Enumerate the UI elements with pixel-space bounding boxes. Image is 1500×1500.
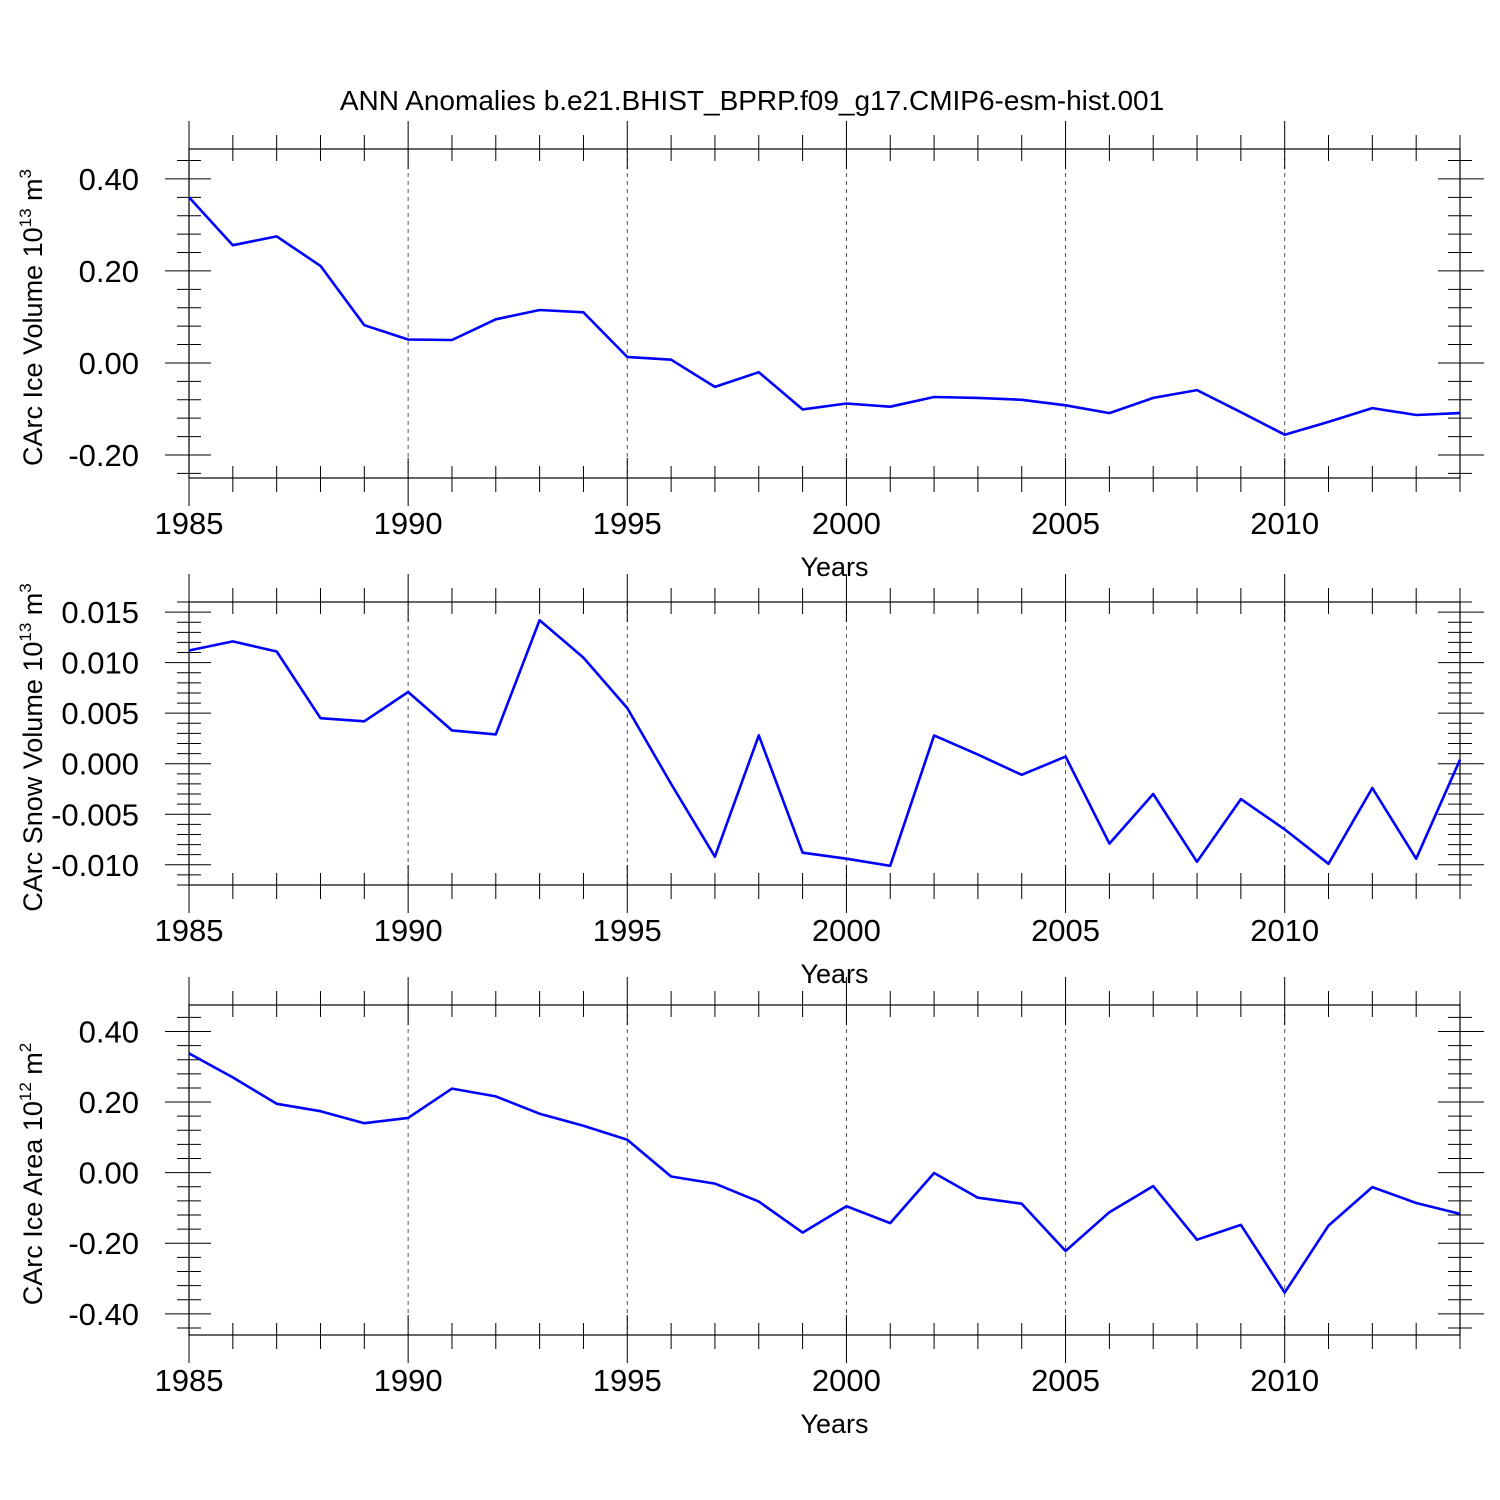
y-tick-label: 0.00 bbox=[79, 346, 139, 381]
x-tick-label: 1985 bbox=[155, 913, 224, 948]
y-tick-label: -0.20 bbox=[68, 438, 139, 473]
plot-frame bbox=[188, 601, 1461, 886]
data-line-series bbox=[188, 196, 1461, 437]
x-tick-label: 2005 bbox=[1031, 913, 1100, 948]
x-axis-label: Years bbox=[800, 959, 868, 989]
chart-panel-2: 0.015 0.010 0.005 0.000 -0.005 -0.010 1985 1990… bbox=[16, 574, 1484, 989]
x-tick-label: 2005 bbox=[1031, 1363, 1100, 1398]
data-line-series bbox=[188, 1052, 1461, 1294]
y-tick-label: 0.40 bbox=[79, 162, 139, 197]
figure-title: ANN Anomalies b.e21.BHIST_BPRP.f09_g17.C… bbox=[340, 85, 1164, 116]
x-tick-label: 2010 bbox=[1250, 913, 1319, 948]
y-axis-label: CArc Snow Volume 1013 m3 bbox=[16, 583, 48, 912]
x-tick-label: 2010 bbox=[1250, 1363, 1319, 1398]
y-tick-label: 0.40 bbox=[79, 1014, 139, 1049]
x-tick-label: 1995 bbox=[593, 506, 662, 541]
x-tick-label: 2000 bbox=[812, 913, 881, 948]
x-tick-label: 2000 bbox=[812, 1363, 881, 1398]
x-axis-label: Years bbox=[800, 1409, 868, 1439]
data-line-series bbox=[188, 618, 1462, 868]
x-tick-label: 2000 bbox=[812, 506, 881, 541]
x-tick-label: 2005 bbox=[1031, 506, 1100, 541]
y-tick-label: -0.010 bbox=[51, 848, 139, 883]
y-axis-label: CArc Ice Area 1012 m2 bbox=[16, 1043, 48, 1306]
plot-frame bbox=[188, 148, 1461, 479]
chart-panel-3: 0.40 0.20 0.00 -0.20 -0.40 1985 1990 1995 2000 20… bbox=[16, 977, 1484, 1439]
y-tick-label: 0.005 bbox=[61, 696, 139, 731]
x-tick-label: 1990 bbox=[374, 1363, 443, 1398]
x-axis-label: Years bbox=[800, 552, 868, 582]
x-tick-label: 1995 bbox=[593, 913, 662, 948]
plot-frame bbox=[188, 1004, 1461, 1336]
y-tick-label: 0.20 bbox=[79, 1085, 139, 1120]
y-tick-label: -0.40 bbox=[68, 1297, 139, 1332]
x-tick-label: 1985 bbox=[155, 506, 224, 541]
y-axis-label: CArc Ice Volume 1013 m3 bbox=[16, 169, 48, 466]
chart-panel-1: 0.40 0.20 0.00 -0.20 1985 1990 1995 2000 2005 201… bbox=[16, 121, 1484, 582]
x-tick-label: 1995 bbox=[593, 1363, 662, 1398]
y-tick-label: 0.000 bbox=[61, 747, 139, 782]
y-tick-label: 0.20 bbox=[79, 254, 139, 289]
y-tick-label: 0.010 bbox=[61, 646, 139, 681]
y-tick-label: -0.20 bbox=[68, 1226, 139, 1261]
x-tick-label: 1990 bbox=[374, 913, 443, 948]
y-tick-label: 0.015 bbox=[61, 595, 139, 630]
x-tick-label: 1985 bbox=[155, 1363, 224, 1398]
x-tick-label: 1990 bbox=[374, 506, 443, 541]
y-tick-label: -0.005 bbox=[51, 797, 139, 832]
y-tick-label: 0.00 bbox=[79, 1156, 139, 1191]
x-tick-label: 2010 bbox=[1250, 506, 1319, 541]
